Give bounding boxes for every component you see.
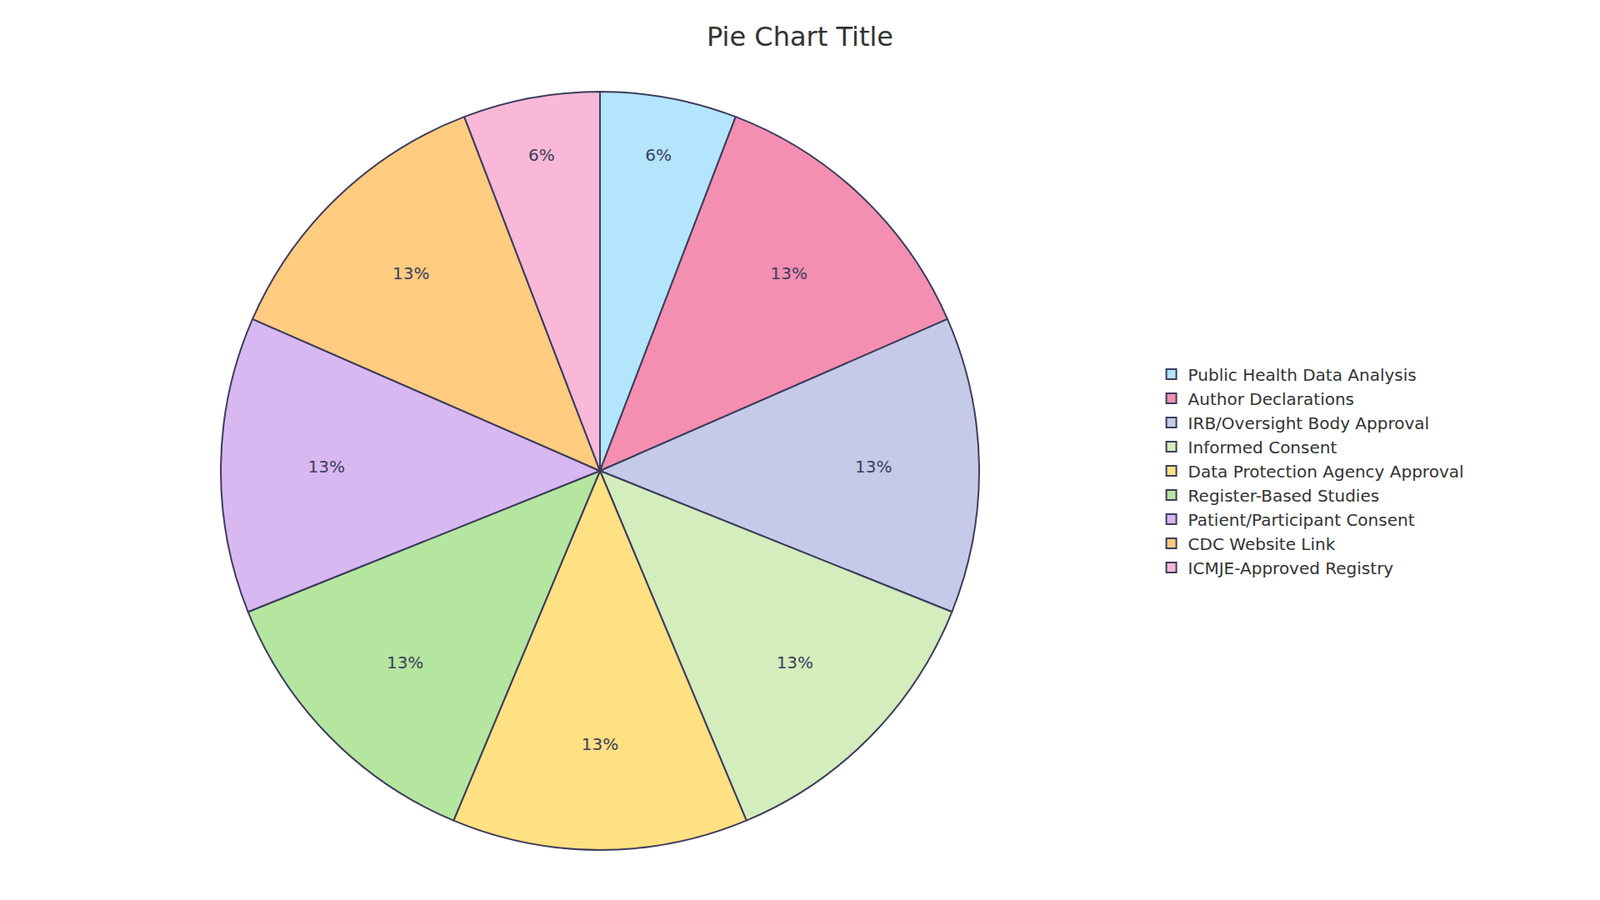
svg-text:6%: 6% (528, 145, 555, 165)
svg-text:CDC Website Link: CDC Website Link (1188, 534, 1336, 555)
svg-text:Public Health Data Analysis: Public Health Data Analysis (1188, 365, 1417, 385)
svg-text:13%: 13% (308, 456, 345, 477)
svg-text:13%: 13% (776, 652, 814, 673)
svg-text:6%: 6% (645, 145, 672, 165)
svg-text:Pie Chart Title: Pie Chart Title (706, 20, 894, 53)
svg-text:Patient/Participant Consent: Patient/Participant Consent (1188, 510, 1415, 530)
svg-text:Informed Consent: Informed Consent (1188, 437, 1338, 458)
svg-text:13%: 13% (855, 456, 892, 477)
svg-text:ICMJE-Approved Registry: ICMJE-Approved Registry (1188, 558, 1395, 579)
svg-text:IRB/Oversight Body Approval: IRB/Oversight Body Approval (1188, 413, 1430, 434)
svg-text:13%: 13% (770, 263, 808, 284)
svg-text:13%: 13% (581, 734, 619, 755)
svg-text:13%: 13% (392, 263, 430, 284)
svg-text:Data Protection Agency Approva: Data Protection Agency Approval (1188, 461, 1465, 482)
svg-text:Author Declarations: Author Declarations (1188, 389, 1355, 410)
svg-text:13%: 13% (386, 652, 424, 673)
svg-text:Register-Based Studies: Register-Based Studies (1188, 485, 1380, 506)
